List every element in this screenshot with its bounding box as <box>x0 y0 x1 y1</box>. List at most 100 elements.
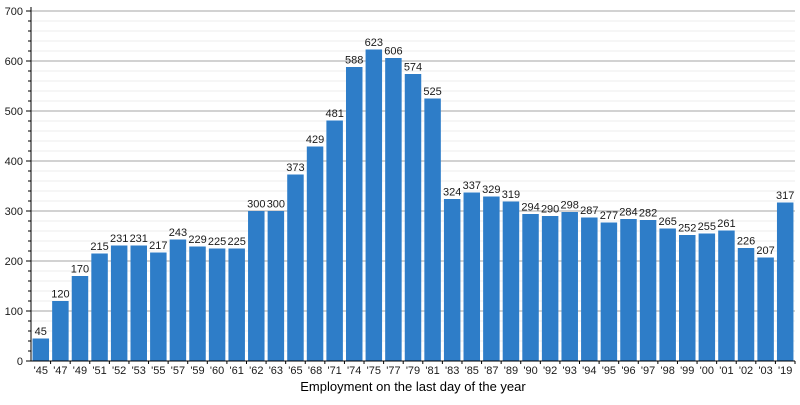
x-tick-label: '83 <box>445 365 459 377</box>
bar-value-label: 300 <box>247 199 265 211</box>
bars <box>32 49 794 361</box>
y-tick-label: 500 <box>5 106 23 118</box>
x-tick-label: '85 <box>465 365 479 377</box>
bar-value-label: 225 <box>228 236 246 248</box>
bar <box>287 174 304 361</box>
bar <box>483 196 500 361</box>
x-tick-label: '94 <box>582 365 596 377</box>
bar <box>659 228 676 361</box>
x-tick-label: '99 <box>680 365 694 377</box>
x-tick-label: '45 <box>34 365 48 377</box>
x-tick-label: '02 <box>739 365 753 377</box>
bar-value-label: 231 <box>110 233 128 245</box>
bar-value-label: 574 <box>404 62 422 74</box>
bar <box>541 216 559 361</box>
bar <box>718 230 735 361</box>
axis-labels: 0 100 200 300 400 500 600 700 '45 '47 '49 '51 '52 '53… <box>5 6 793 377</box>
bar <box>385 58 402 361</box>
bar-value-label: 588 <box>345 55 363 67</box>
bar-value-label: 317 <box>776 190 794 202</box>
x-tick-label: '90 <box>523 365 537 377</box>
x-tick-label: '95 <box>602 365 616 377</box>
bar-value-label: 229 <box>188 234 206 246</box>
bar-value-label: 252 <box>678 223 696 235</box>
y-tick-label: 200 <box>5 256 23 268</box>
x-tick-label: '75 <box>367 365 381 377</box>
bar <box>698 233 716 361</box>
x-tick-label: '96 <box>621 365 635 377</box>
bar-value-label: 324 <box>443 187 461 199</box>
bar <box>581 217 598 361</box>
bar <box>169 239 187 361</box>
bar <box>71 276 89 361</box>
bar <box>326 120 343 361</box>
bar-value-label: 255 <box>698 221 716 233</box>
bar-value-label: 277 <box>600 210 618 222</box>
bar <box>679 235 696 361</box>
bar <box>189 246 206 361</box>
y-tick-label: 700 <box>5 6 23 18</box>
bar <box>228 248 245 361</box>
y-tick-label: 0 <box>17 356 23 368</box>
bar-value-label: 373 <box>286 162 304 174</box>
x-tick-label: '61 <box>230 365 244 377</box>
x-tick-label: '01 <box>719 365 733 377</box>
bar-value-label: 481 <box>325 108 343 120</box>
bar <box>110 245 128 361</box>
x-tick-label: '81 <box>425 365 439 377</box>
bar-value-label: 623 <box>365 37 383 49</box>
x-tick-label: '47 <box>53 365 67 377</box>
bar-value-label: 319 <box>502 189 520 201</box>
x-tick-label: '65 <box>288 365 302 377</box>
bar-value-label: 298 <box>561 200 579 212</box>
x-tick-label: '98 <box>660 365 674 377</box>
x-tick-label: '00 <box>700 365 714 377</box>
x-tick-label: '59 <box>190 365 204 377</box>
x-tick-label: '77 <box>386 365 400 377</box>
bar <box>365 49 383 361</box>
bar <box>345 67 363 361</box>
bar-value-label: 231 <box>130 233 148 245</box>
bar <box>52 301 69 361</box>
y-tick-label: 300 <box>5 206 23 218</box>
bar <box>306 146 324 361</box>
bar-value-label: 294 <box>521 202 539 214</box>
bar <box>130 245 147 361</box>
bar-value-label: 226 <box>737 236 755 248</box>
bar <box>463 192 481 361</box>
bar-value-label: 261 <box>717 218 735 230</box>
x-tick-label: '63 <box>269 365 283 377</box>
x-tick-label: '19 <box>778 365 792 377</box>
bar <box>522 214 539 361</box>
bar <box>502 201 520 361</box>
bar <box>91 253 108 361</box>
x-axis-title: Employment on the last day of the year <box>300 379 526 394</box>
bar <box>248 211 265 361</box>
x-tick-label: '74 <box>347 365 361 377</box>
x-tick-label: '79 <box>406 365 420 377</box>
bar-value-label: 429 <box>306 134 324 146</box>
bar <box>443 199 461 361</box>
x-tick-label: '52 <box>112 365 126 377</box>
bar <box>737 248 755 361</box>
bar-value-label: 265 <box>658 216 676 228</box>
y-tick-label: 100 <box>5 306 23 318</box>
bar <box>600 222 618 361</box>
bar-value-label: 525 <box>423 86 441 98</box>
x-tick-label: '89 <box>504 365 518 377</box>
y-tick-label: 600 <box>5 56 23 68</box>
x-tick-label: '62 <box>249 365 263 377</box>
x-tick-label: '87 <box>484 365 498 377</box>
bar-value-label: 284 <box>619 207 637 219</box>
bar-value-label: 45 <box>35 326 47 338</box>
bar <box>639 220 657 361</box>
bar <box>404 74 422 361</box>
x-tick-label: '03 <box>758 365 772 377</box>
bar-value-label: 337 <box>463 180 481 192</box>
x-tick-label: '53 <box>132 365 146 377</box>
x-tick-label: '71 <box>327 365 341 377</box>
bar <box>620 219 637 361</box>
bar <box>424 98 441 361</box>
